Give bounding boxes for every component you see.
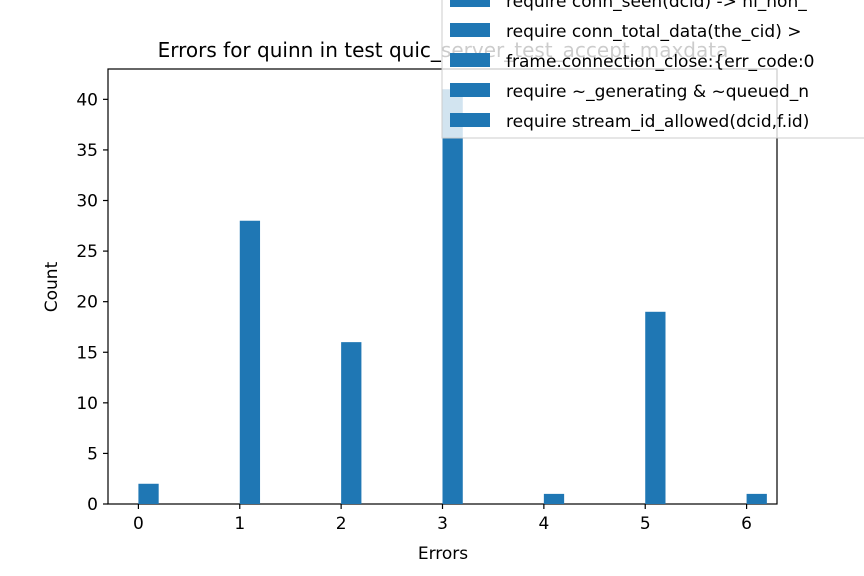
y-tick-label: 0 <box>87 495 98 515</box>
legend: require conn_seen(dcid) -> hi_non_requir… <box>441 0 864 139</box>
x-axis-label: Errors <box>418 544 468 564</box>
y-tick-label: 40 <box>76 90 98 110</box>
legend-entry: require ~_generating & ~queued_n <box>506 82 809 102</box>
legend-entry: require conn_total_data(the_cid) > <box>506 22 801 42</box>
y-axis-label: Count <box>42 261 62 312</box>
y-tick-label: 10 <box>76 394 98 414</box>
y-tick-label: 20 <box>76 293 98 313</box>
x-axis-ticks: 0 1 2 3 4 5 6 <box>133 504 752 534</box>
bars <box>138 89 767 505</box>
y-tick-label: 5 <box>87 444 98 464</box>
legend-entry: require stream_id_allowed(dcid,f.id) <box>506 112 809 132</box>
x-tick-label: 0 <box>133 514 144 534</box>
bar-5 <box>645 311 666 504</box>
y-tick-label: 30 <box>76 192 98 212</box>
legend-box <box>441 0 864 139</box>
legend-swatch <box>450 113 490 127</box>
legend-swatch <box>450 23 490 37</box>
bar-3 <box>442 89 463 505</box>
x-tick-label: 6 <box>741 514 752 534</box>
bar-6 <box>746 493 767 504</box>
bar-4 <box>543 493 565 504</box>
bar-0 <box>138 483 159 504</box>
x-tick-label: 1 <box>234 514 245 534</box>
legend-swatch <box>450 83 490 97</box>
x-tick-label: 3 <box>437 514 448 534</box>
legend-entry: require conn_seen(dcid) -> hi_non_ <box>506 0 807 12</box>
y-tick-label: 35 <box>76 141 98 161</box>
y-tick-label: 15 <box>76 343 98 363</box>
y-tick-label: 25 <box>76 242 98 262</box>
legend-entry: frame.connection_close:{err_code:0 <box>506 52 815 72</box>
legend-swatch <box>450 53 490 67</box>
x-tick-label: 5 <box>640 514 651 534</box>
legend-swatch <box>450 0 490 7</box>
x-tick-label: 4 <box>538 514 549 534</box>
y-axis-ticks: 0 5 10 15 20 25 30 35 40 <box>76 90 108 515</box>
bar-1 <box>239 220 261 504</box>
bar-2 <box>341 342 362 504</box>
x-tick-label: 2 <box>336 514 347 534</box>
